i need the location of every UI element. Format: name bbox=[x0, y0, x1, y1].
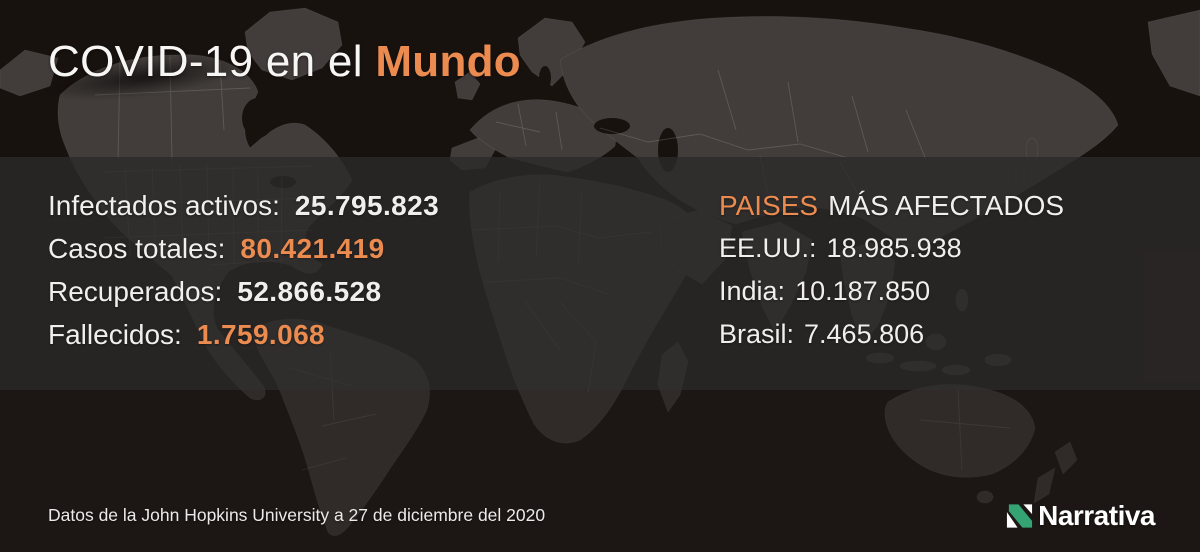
map-chukotka bbox=[1147, 9, 1200, 97]
most-affected-countries: PAISES MÁS AFECTADOS EE.UU.: 18.985.938 … bbox=[719, 190, 1064, 362]
stat-row-fallecidos: Fallecidos: 1.759.068 bbox=[48, 319, 439, 362]
stat-label: Casos totales: bbox=[48, 233, 226, 264]
stat-value: 1.759.068 bbox=[196, 319, 326, 350]
page-title: COVID-19 en el Mundo bbox=[48, 37, 521, 86]
stat-label: Infectados activos: bbox=[48, 190, 280, 221]
narrativa-logo: Narrativa bbox=[1005, 500, 1155, 532]
country-row-brasil: Brasil: 7.465.806 bbox=[719, 319, 1064, 362]
country-row-eeuu: EE.UU.: 18.985.938 bbox=[719, 233, 1064, 276]
stat-label: Fallecidos: bbox=[48, 319, 182, 350]
narrativa-wordmark: Narrativa bbox=[1038, 500, 1155, 531]
narrativa-n-icon bbox=[1007, 504, 1033, 528]
data-source-note: Datos de la John Hopkins University a 27… bbox=[48, 505, 546, 525]
country-label: Brasil: bbox=[719, 319, 795, 349]
stat-label: Recuperados: bbox=[48, 276, 223, 307]
map-greenland bbox=[244, 7, 343, 81]
country-value: 7.465.806 bbox=[804, 319, 925, 349]
stat-value: 25.795.823 bbox=[294, 190, 440, 221]
global-stats: Infectados activos: 25.795.823 Casos tot… bbox=[48, 190, 439, 362]
stat-row-recuperados: Recuperados: 52.866.528 bbox=[48, 276, 439, 319]
map-uk bbox=[454, 71, 481, 101]
country-value: 10.187.850 bbox=[795, 276, 931, 306]
stats-band-overlay bbox=[0, 157, 1200, 390]
bottom-band-overlay bbox=[0, 390, 1200, 552]
country-value: 18.985.938 bbox=[826, 233, 962, 263]
title-highlight: Mundo bbox=[375, 37, 521, 86]
countries-heading: PAISES MÁS AFECTADOS bbox=[719, 190, 1064, 233]
country-row-india: India: 10.187.850 bbox=[719, 276, 1064, 319]
country-label: India: bbox=[719, 276, 786, 306]
title-prefix: COVID-19 en el bbox=[48, 37, 376, 86]
country-label: EE.UU.: bbox=[719, 233, 817, 263]
countries-heading-rest: MÁS AFECTADOS bbox=[828, 190, 1065, 221]
stat-value: 52.866.528 bbox=[237, 276, 382, 307]
stat-row-infectados: Infectados activos: 25.795.823 bbox=[48, 190, 439, 233]
stat-value: 80.421.419 bbox=[240, 233, 385, 264]
stat-row-casos-totales: Casos totales: 80.421.419 bbox=[48, 233, 439, 276]
countries-heading-highlight: PAISES bbox=[719, 190, 819, 221]
